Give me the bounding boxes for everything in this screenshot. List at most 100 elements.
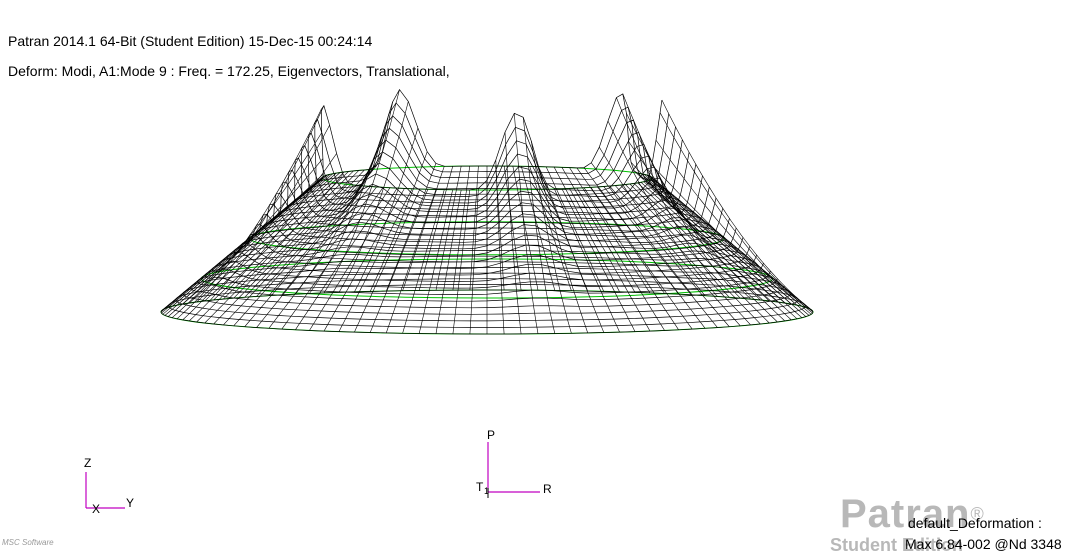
mesh-meridian <box>553 166 620 293</box>
deformed-mesh <box>160 88 814 335</box>
mesh-meridian <box>504 132 522 334</box>
mesh-meridian <box>538 167 588 333</box>
mesh-ring <box>320 88 663 191</box>
mesh-meridian <box>469 188 479 335</box>
mesh-meridian <box>637 182 786 322</box>
mesh-meridian <box>309 187 398 331</box>
mesh-meridian <box>196 172 341 303</box>
mesh-meridian <box>633 183 778 323</box>
mesh-meridian <box>646 174 803 307</box>
mesh-meridian <box>244 169 365 298</box>
axis-label-t: T <box>476 480 484 494</box>
mesh-meridian <box>281 187 384 330</box>
mesh-meridian <box>188 125 330 322</box>
mesh-meridian <box>628 141 761 301</box>
mesh-meridian <box>295 129 388 295</box>
mesh-meridian <box>171 132 322 318</box>
mesh-meridian <box>182 173 334 305</box>
mesh-meridian <box>537 166 588 292</box>
mesh-meridian <box>386 189 437 333</box>
mesh-meridian <box>281 153 383 296</box>
global-axis-triad <box>85 472 125 509</box>
mesh-meridian <box>323 188 405 332</box>
axis-label-y: Y <box>126 496 135 510</box>
mesh-meridian <box>323 89 400 294</box>
mesh-ring <box>204 253 771 295</box>
mesh-meridian <box>213 171 349 301</box>
mesh-meridian <box>529 166 572 291</box>
mesh-meridian <box>620 184 751 326</box>
mesh-meridian <box>213 182 349 325</box>
mesh-meridian <box>233 185 360 326</box>
mesh-meridian <box>495 159 505 335</box>
mesh-meridian <box>643 174 798 306</box>
mesh-meridian <box>176 174 331 306</box>
axis-label-t-sub: 1 <box>484 486 490 496</box>
mesh-meridian <box>622 93 741 299</box>
mesh-meridian <box>603 186 718 328</box>
mesh-meridian <box>651 177 813 312</box>
msc-software-logo: MSC Software <box>2 538 54 547</box>
mesh-meridian <box>369 151 428 292</box>
mesh-meridian <box>545 166 605 292</box>
mesh-meridian <box>569 188 651 332</box>
axis-label-p: P <box>487 428 496 442</box>
mesh-meridian <box>309 101 393 294</box>
mesh-meridian <box>576 167 665 294</box>
mesh-meridian <box>590 187 693 330</box>
mesh-meridian <box>609 185 730 327</box>
patran-watermark-logo: Patran® <box>840 492 985 536</box>
mesh-meridian <box>338 101 409 293</box>
mesh-meridian <box>512 166 539 291</box>
axis-label-x: X <box>92 502 101 516</box>
mesh-meridian <box>630 161 770 302</box>
mesh-meridian <box>640 182 792 321</box>
mesh-meridian <box>223 184 354 326</box>
student-edition-watermark: Student Edition <box>830 535 963 555</box>
mesh-meridian <box>648 175 807 308</box>
mesh-meridian <box>204 171 345 302</box>
mesh-meridian <box>418 189 453 334</box>
mesh-meridian <box>295 187 391 330</box>
mesh-meridian <box>607 120 718 297</box>
mesh-meridian <box>569 167 651 294</box>
mesh-meridian <box>435 189 462 334</box>
mesh-meridian <box>583 167 679 295</box>
mesh-meridian <box>522 117 556 334</box>
mesh-meridian <box>514 113 539 334</box>
mesh-meridian <box>561 167 636 293</box>
mesh-meridian <box>503 166 522 291</box>
result-legend-title: default_Deformation : <box>908 515 1042 531</box>
mesh-meridian <box>599 147 706 296</box>
mesh-ring <box>314 102 670 197</box>
mesh-meridian <box>495 165 505 291</box>
mesh-meridian <box>661 99 814 313</box>
mesh-meridian <box>531 141 572 334</box>
result-legend-info: Max 6.84-002 @Nd 3348 <box>905 536 1062 552</box>
mesh-meridian <box>637 172 786 304</box>
mesh-meridian <box>268 186 377 329</box>
mesh-meridian <box>521 166 556 291</box>
mesh-meridian <box>418 166 453 291</box>
mesh-meridian <box>576 187 665 331</box>
axis-label-z: Z <box>84 456 92 470</box>
mesh-meridian <box>452 166 471 291</box>
mesh-meridian <box>452 189 471 334</box>
mesh-meridian <box>204 174 344 324</box>
mesh-meridian <box>256 186 371 328</box>
mesh-meridian <box>354 188 421 333</box>
mesh-meridian <box>435 166 462 291</box>
mesh-meridian <box>625 184 761 325</box>
mesh-meridian <box>402 189 445 334</box>
mesh-meridian <box>583 187 679 330</box>
mesh-meridian <box>640 173 792 305</box>
mesh-meridian <box>244 185 365 327</box>
viewport-title: Patran 2014.1 64-Bit (Student Edition) 1… <box>8 33 373 49</box>
mesh-meridian <box>386 163 437 292</box>
axis-label-r: R <box>543 482 552 496</box>
mesh-meridian <box>655 140 812 315</box>
mesh-meridian <box>402 166 445 291</box>
mesh-meridian <box>171 174 328 307</box>
mesh-meridian <box>354 127 419 293</box>
